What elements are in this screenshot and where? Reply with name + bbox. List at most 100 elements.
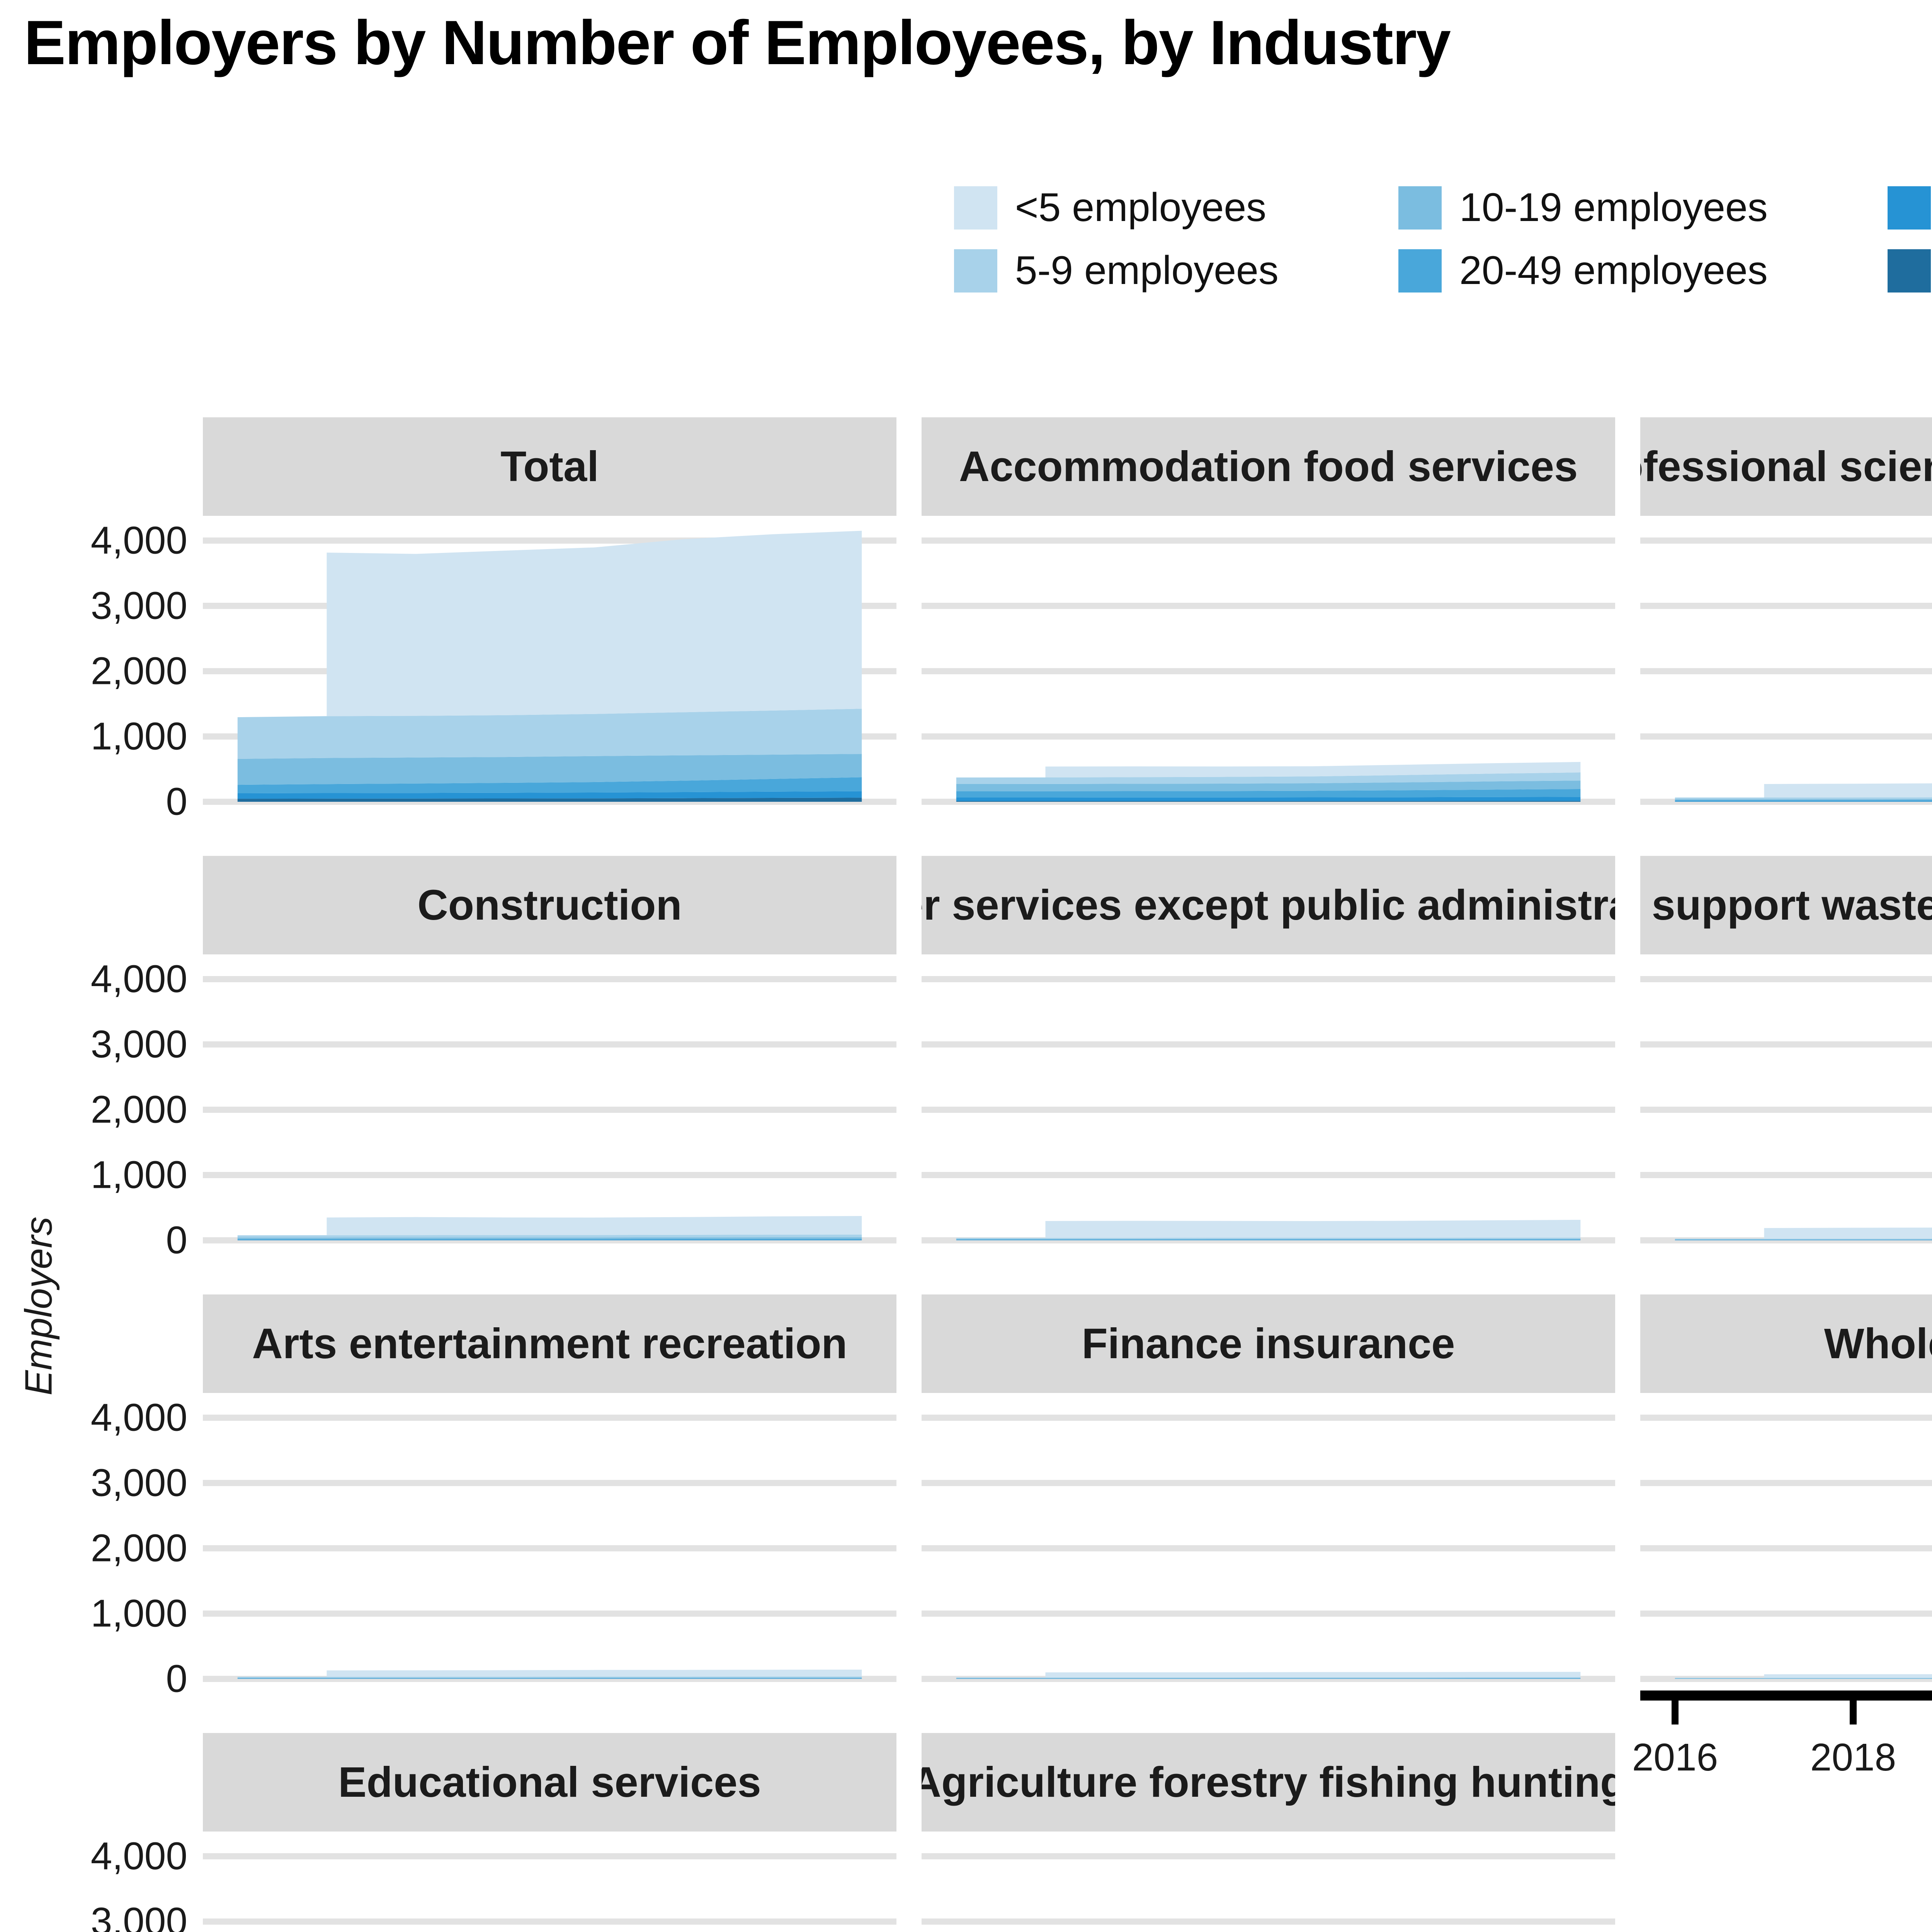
page-title: Employers by Number of Employees, by Ind… — [24, 8, 1451, 78]
area-50-99-employees — [956, 797, 1581, 801]
facet-title: Professional scientific technical servic… — [1640, 443, 1932, 490]
facet-plot — [922, 976, 1615, 1243]
legend-entry: 50-99 employees — [1887, 185, 1932, 231]
y-axis-tick-label: 3,000 — [90, 1900, 187, 1932]
gridline — [203, 1415, 896, 1421]
y-axis-tick-label: 3,000 — [90, 1022, 187, 1066]
facet-plot — [1640, 976, 1932, 1243]
legend-entry: 20-49 employees — [1398, 248, 1768, 294]
gridline — [1640, 1611, 1932, 1617]
area--5-employees — [1764, 783, 1932, 798]
y-axis-tick-label: 1,000 — [90, 714, 187, 758]
area-20-49-employees — [237, 1239, 862, 1240]
gridline — [203, 1480, 896, 1486]
facet-plot — [922, 1415, 1615, 1682]
gridline — [203, 1545, 896, 1551]
area--5-employees — [1764, 1674, 1932, 1678]
area-5-9-employees — [956, 772, 1581, 784]
y-axis-tick-label: 3,000 — [90, 1461, 187, 1505]
gridline — [922, 1853, 1615, 1859]
gridline — [1640, 1545, 1932, 1551]
facet-plot — [203, 1415, 896, 1682]
area-10-19-employees — [237, 754, 862, 785]
area--5-employees — [1764, 1227, 1932, 1239]
x-axis-tick-label: 2018 — [1810, 1736, 1896, 1779]
facet-strip: Construction — [203, 856, 896, 954]
gridline — [922, 668, 1615, 674]
area-10-19-employees — [956, 781, 1581, 791]
area--5-employees — [327, 1670, 862, 1677]
facet-plot — [203, 1853, 896, 1925]
y-axis-tick-label: 0 — [166, 1218, 187, 1262]
area-10-19-employees — [956, 1238, 1581, 1240]
gridline — [922, 1480, 1615, 1486]
gridline — [922, 1611, 1615, 1617]
legend-label: 5-9 employees — [1015, 248, 1279, 293]
y-axis-tick-label: 4,000 — [90, 1396, 187, 1439]
facet-strip: Agriculture forestry fishing hunting — [922, 1733, 1615, 1832]
x-axis-tick — [1672, 1701, 1679, 1725]
gridline — [1640, 1172, 1932, 1178]
facet-strip: Accommodation food services — [922, 417, 1615, 516]
area-20-49-employees — [237, 1678, 862, 1679]
gridline — [203, 1041, 896, 1048]
gridline — [922, 1172, 1615, 1178]
facet-plot — [203, 531, 896, 805]
facet-strip: Finance insurance — [922, 1294, 1615, 1393]
gridline — [203, 976, 896, 982]
area-10-19-employees — [1675, 799, 1932, 800]
gridline — [1640, 1107, 1932, 1113]
gridline — [1640, 976, 1932, 982]
legend-swatch-icon — [1887, 249, 1931, 293]
gridline — [922, 1918, 1615, 1925]
facet-plot — [1640, 537, 1932, 805]
area-5-9-employees — [1675, 797, 1932, 799]
gridline — [203, 1107, 896, 1113]
facet-plot — [922, 537, 1615, 805]
facet-title: Total — [500, 443, 599, 490]
facet-strip: Wholesale trade — [1640, 1294, 1932, 1393]
gridline — [1640, 668, 1932, 674]
gridline — [1640, 1415, 1932, 1421]
y-axis-tick-label: 0 — [166, 1657, 187, 1701]
facet-plot — [922, 1853, 1615, 1925]
legend-grid: <5 employees 5-9 employees 10-19 employees… — [954, 185, 1932, 294]
gridline — [922, 1041, 1615, 1048]
area-20-49-employees — [1675, 800, 1932, 801]
area--5-employees — [327, 531, 862, 716]
area-50-99-employees — [237, 791, 862, 799]
gridline — [922, 976, 1615, 982]
legend-label: 10-19 employees — [1459, 185, 1768, 230]
area-100-499-employees — [956, 801, 1581, 802]
area-10-19-employees — [237, 1677, 862, 1679]
area-10-19-employees — [956, 1678, 1581, 1679]
legend-label: <5 employees — [1015, 185, 1267, 230]
gridline — [1640, 1480, 1932, 1486]
legend-swatch-icon — [1398, 186, 1442, 230]
gridline — [203, 1918, 896, 1925]
legend-entry: 10-19 employees — [1398, 185, 1768, 231]
y-axis-tick-label: 1,000 — [90, 1153, 187, 1197]
y-axis-tick-label: 3,000 — [90, 584, 187, 628]
area-5-9-employees — [237, 1235, 862, 1238]
x-axis — [1640, 1690, 1932, 1701]
facet-title: Finance insurance — [1082, 1320, 1455, 1367]
y-axis-tick-label: 2,000 — [90, 649, 187, 693]
area--5-employees — [1045, 1219, 1581, 1238]
gridline — [922, 537, 1615, 544]
area--5-employees — [327, 1216, 862, 1235]
area-100-499-employees — [237, 798, 862, 802]
area-20-49-employees — [237, 777, 862, 793]
facet-strip: Educational services — [203, 1733, 896, 1832]
facet-title: Accommodation food services — [959, 443, 1578, 490]
y-axis-tick-label: 4,000 — [90, 519, 187, 562]
facet-title: Admin support waste management remediati… — [1640, 881, 1932, 929]
facet-plot — [1640, 1415, 1932, 1682]
y-axis-title: Employers — [17, 1216, 60, 1396]
gridline — [203, 1853, 896, 1859]
area-20-49-employees — [956, 789, 1581, 798]
gridline — [1640, 603, 1932, 609]
x-axis-tick — [1850, 1701, 1857, 1725]
area-5-9-employees — [1675, 1678, 1932, 1679]
gridline — [1640, 733, 1932, 740]
